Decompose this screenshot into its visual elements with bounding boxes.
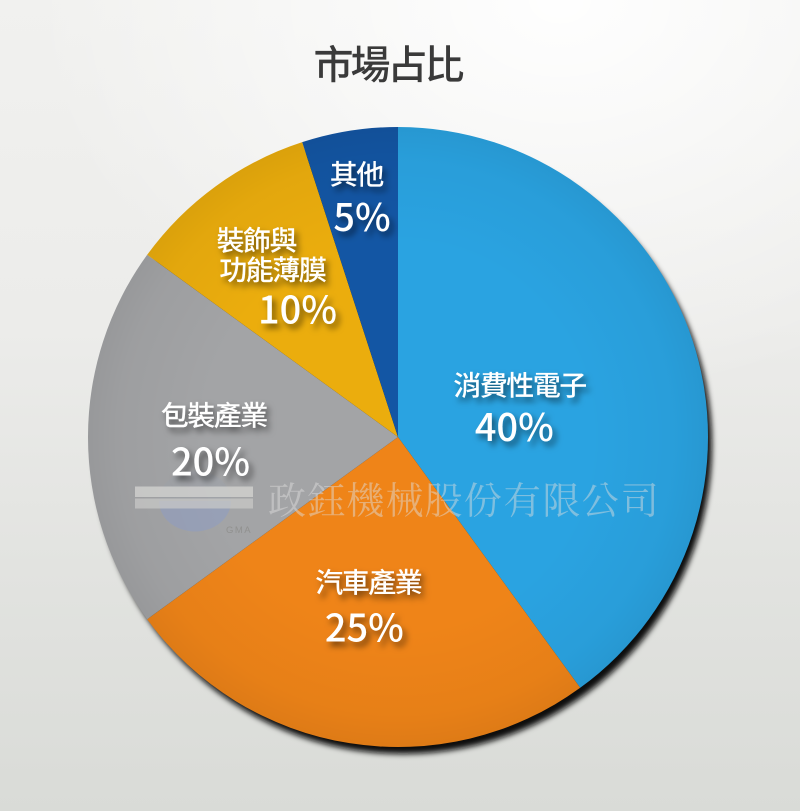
svg-text:GMA: GMA <box>226 525 252 536</box>
